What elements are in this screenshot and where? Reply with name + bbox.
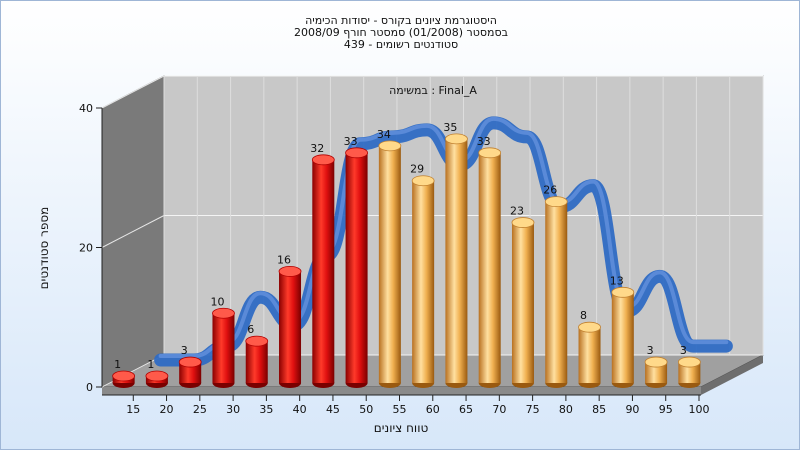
y-tick-label: 40 [79,102,93,115]
bar-95 [645,362,668,383]
bar-top [411,175,435,187]
bar-value-label: 26 [543,184,557,197]
bar-value-label: 1 [147,358,154,371]
y-tick-label: 20 [79,242,93,255]
bar-value-label: 23 [510,205,524,218]
x-tick-label: 95 [659,403,673,416]
bar-value-label: 16 [277,253,291,266]
floor-edge [102,387,701,395]
chart-title-line-1: היסטוגרמת ציונים בקורס - יסודות הכימיה [305,14,497,27]
bar-top [311,154,335,166]
y-axis-title: מספר סטודנטים [37,207,51,290]
x-tick-label: 15 [126,403,140,416]
x-tick-label: 70 [492,403,506,416]
bar-top [145,370,169,382]
x-tick-label: 30 [226,403,240,416]
bar-value-label: 3 [647,344,654,357]
x-tick-label: 55 [393,403,407,416]
x-axis-title: טווח ציונים [374,421,429,435]
bar-70 [478,152,501,383]
bar-value-label: 8 [580,309,587,322]
bar-value-label: 13 [610,274,624,287]
x-tick-label: 40 [293,403,307,416]
bar-25 [179,362,202,383]
bar-top [345,147,368,159]
bar-top [445,133,468,145]
floor-edge-side [701,355,763,395]
x-tick-label: 90 [625,403,639,416]
bar-top [178,356,202,368]
chart-title-line-2: בסמסטר (01/2008) סמסטר חורף 2008/09 [294,26,508,39]
bar-90 [611,292,634,383]
bar-50 [345,152,368,383]
x-tick-label: 60 [426,403,440,416]
chart-subtitle: במשימה : Final_A [389,84,477,97]
bar-45 [312,159,335,383]
bar-top [112,370,136,382]
x-tick-label: 25 [193,403,207,416]
bar-100 [678,362,701,383]
bar-value-label: 33 [344,135,358,148]
bar-30 [212,313,235,383]
bar-top [278,265,302,277]
bar-55 [378,145,401,383]
bar-value-label: 32 [310,142,324,155]
bar-40 [279,271,302,383]
bar-value-label: 33 [477,135,491,148]
x-tick-label: 35 [259,403,273,416]
bar-value-label: 6 [247,323,254,336]
bar-60 [412,180,435,383]
y-tick-label: 0 [86,381,93,394]
grid-line-side [101,215,165,248]
grid-line-side [101,75,165,109]
bar-top [478,147,502,159]
x-tick-label: 80 [559,403,573,416]
bar-35 [245,341,268,383]
bar-80 [545,201,568,383]
bar-65 [445,138,468,383]
grid-line-side [101,354,165,388]
chart-title-line-3: סטודנטים רשומים - 439 [344,38,458,51]
bar-top [677,356,701,368]
bar-top [245,335,269,347]
bar-value-label: 34 [377,128,391,141]
x-tick-label: 100 [689,403,710,416]
bar-85 [578,327,601,383]
bar-top [544,196,568,208]
bar-top [511,217,535,228]
bar-top [644,356,668,368]
bar-value-label: 10 [210,295,224,308]
bar-value-label: 35 [443,121,457,134]
x-tick-label: 65 [459,403,473,416]
bar-75 [511,222,534,383]
x-tick-label: 85 [592,403,606,416]
bar-top [611,286,635,298]
bar-value-label: 1 [114,358,121,371]
x-tick-label: 75 [526,403,540,416]
bar-top [378,140,402,152]
x-tick-label: 50 [359,403,373,416]
bar-top [212,307,235,319]
bar-value-label: 3 [181,344,188,357]
bar-top [578,321,601,333]
x-tick-label: 20 [160,403,174,416]
x-tick-label: 45 [326,403,340,416]
bar-value-label: 29 [410,163,424,176]
bar-value-label: 3 [680,344,687,357]
